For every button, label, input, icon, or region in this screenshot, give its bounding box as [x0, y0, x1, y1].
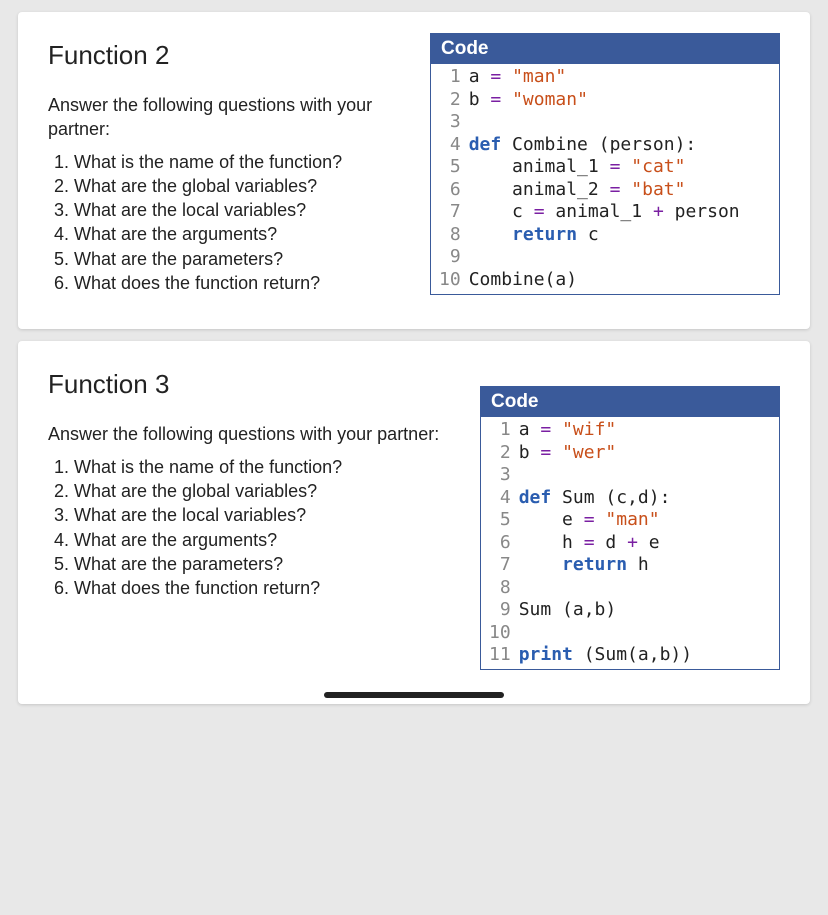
list-item: What is the name of the function? — [74, 455, 460, 479]
code-gutter: 1 2 3 4 5 6 7 8 9 10 — [431, 64, 467, 293]
question-column: Answer the following questions with your… — [48, 422, 460, 670]
question-column: Answer the following questions with your… — [48, 93, 410, 295]
section-function-3: Function 3 Answer the following question… — [18, 341, 810, 704]
code-panel: Code 1 2 3 4 5 6 7 8 9 10 a = "man" b = … — [430, 33, 780, 295]
intro-text: Answer the following questions with your… — [48, 422, 460, 446]
home-indicator — [324, 692, 504, 698]
section-function-2: Function 2 Answer the following question… — [18, 12, 810, 329]
list-item: What are the parameters? — [74, 247, 410, 271]
code-source: a = "wif" b = "wer" def Sum (c,d): e = "… — [517, 417, 704, 669]
list-item: What are the arguments? — [74, 528, 460, 552]
code-header: Code — [431, 34, 779, 64]
code-gutter: 1 2 3 4 5 6 7 8 9 10 11 — [481, 417, 517, 669]
intro-text: Answer the following questions with your… — [48, 93, 410, 142]
code-source: a = "man" b = "woman" def Combine (perso… — [467, 64, 752, 293]
code-header: Code — [481, 387, 779, 417]
question-list: What is the name of the function? What a… — [48, 455, 460, 601]
list-item: What are the global variables? — [74, 479, 460, 503]
list-item: What are the local variables? — [74, 503, 460, 527]
list-item: What are the arguments? — [74, 222, 410, 246]
question-list: What is the name of the function? What a… — [48, 150, 410, 296]
list-item: What does the function return? — [74, 271, 410, 295]
list-item: What does the function return? — [74, 576, 460, 600]
code-panel: Code 1 2 3 4 5 6 7 8 9 10 11 a = "wif" b… — [480, 386, 780, 670]
list-item: What are the parameters? — [74, 552, 460, 576]
list-item: What are the global variables? — [74, 174, 410, 198]
list-item: What is the name of the function? — [74, 150, 410, 174]
list-item: What are the local variables? — [74, 198, 410, 222]
